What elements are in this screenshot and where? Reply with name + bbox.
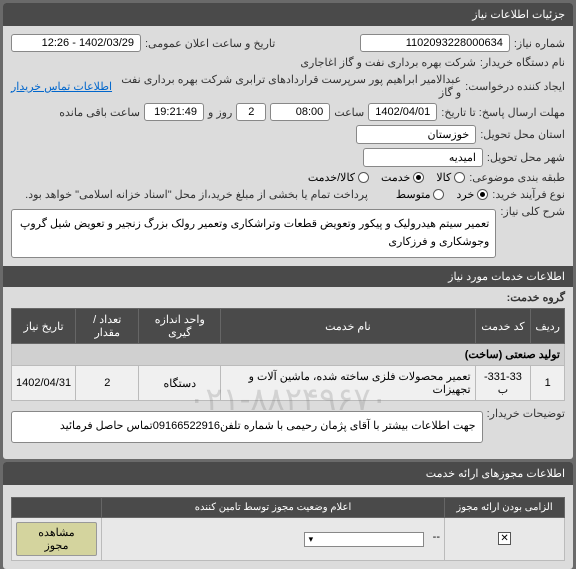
label-category: طبقه بندی موضوعی: — [469, 171, 565, 184]
radio-goods[interactable]: کالا — [436, 171, 465, 184]
row-buyer-org: نام دستگاه خریدار: شرکت بهره برداری نفت … — [11, 56, 565, 69]
table-header-row: ردیف کد خدمت نام خدمت واحد اندازه گیری ت… — [12, 309, 565, 344]
row-province: استان محل تحویل: خوزستان — [11, 125, 565, 144]
cell-name: تعمیر محصولات فلزی ساخته شده، ماشین آلات… — [221, 366, 475, 401]
row-city: شهر محل تحویل: امیدیه — [11, 148, 565, 167]
radio-low[interactable]: خرد — [456, 188, 488, 201]
main-panel-body: شماره نیاز: 1102093228000634 تاریخ و ساع… — [3, 26, 573, 459]
label-remaining: ساعت باقی مانده — [59, 106, 140, 119]
th-code: کد خدمت — [475, 309, 531, 344]
required-checkbox[interactable] — [498, 532, 511, 545]
radio-both-label: کالا/خدمت — [308, 171, 355, 184]
license-action-cell: مشاهده مجوز — [12, 517, 102, 560]
status-dashes: -- — [433, 531, 440, 543]
radio-mid-label: متوسط — [396, 188, 431, 201]
services-header: اطلاعات خدمات مورد نیاز — [3, 266, 573, 287]
value-description: تعمیر سیتم هیدرولیک و پیکور وتعویض قطعات… — [11, 209, 496, 258]
radio-low-input[interactable] — [477, 189, 488, 200]
radio-both[interactable]: کالا/خدمت — [308, 171, 369, 184]
license-panel: اطلاعات مجوزهای ارائه خدمت الزامی بودن ا… — [3, 462, 573, 569]
value-requester: عبدالامیر ابراهیم پور سرپرست قراردادهای … — [116, 73, 461, 99]
license-panel-title: اطلاعات مجوزهای ارائه خدمت — [3, 462, 573, 485]
lth-status: اعلام وضعیت مجوز توسط تامین کننده — [102, 497, 445, 517]
th-idx: ردیف — [531, 309, 565, 344]
label-buyer-org: نام دستگاه خریدار: — [480, 56, 565, 69]
label-desc: شرح کلی نیاز: — [500, 205, 565, 218]
row-need-announce: شماره نیاز: 1102093228000634 تاریخ و ساع… — [11, 34, 565, 52]
radio-service[interactable]: خدمت — [381, 171, 424, 184]
license-table: الزامی بودن ارائه مجوز اعلام وضعیت مجوز … — [11, 497, 565, 561]
th-unit: واحد اندازه گیری — [139, 309, 221, 344]
status-select[interactable] — [304, 532, 424, 547]
row-buyer-notes: توضیحات خریدار: جهت اطلاعات بیشتر با آقا… — [11, 407, 565, 447]
value-deadline-date: 1402/04/01 — [368, 103, 437, 121]
label-requester: ایجاد کننده درخواست: — [465, 80, 565, 93]
table-group-row: تولید صنعتی (ساخت) — [12, 344, 565, 366]
radio-service-input[interactable] — [413, 172, 424, 183]
label-time1: ساعت — [334, 106, 364, 119]
row-description: شرح کلی نیاز: تعمیر سیتم هیدرولیک و پیکو… — [11, 205, 565, 262]
value-deadline-time: 08:00 — [270, 103, 330, 121]
label-announce-time: تاریخ و ساعت اعلان عمومی: — [145, 37, 275, 50]
cell-qty: 2 — [76, 366, 139, 401]
cell-unit: دستگاه — [139, 366, 221, 401]
radio-goods-input[interactable] — [454, 172, 465, 183]
main-panel: جزئیات اطلاعات نیاز شماره نیاز: 11020932… — [3, 3, 573, 459]
table-row: 1 331-33-ب تعمیر محصولات فلزی ساخته شده،… — [12, 366, 565, 401]
radio-mid-input[interactable] — [433, 189, 444, 200]
buytype-radio-group: خرد متوسط — [396, 188, 488, 201]
value-need-no: 1102093228000634 — [360, 34, 510, 52]
category-radio-group: کالا خدمت کالا/خدمت — [308, 171, 465, 184]
value-city: امیدیه — [363, 148, 483, 167]
label-buyer-notes: توضیحات خریدار: — [487, 407, 565, 420]
value-time-left: 19:21:49 — [144, 103, 204, 121]
license-header-row: الزامی بودن ارائه مجوز اعلام وضعیت مجوز … — [12, 497, 565, 517]
license-required-cell — [445, 517, 565, 560]
lth-action — [12, 497, 102, 517]
view-license-button[interactable]: مشاهده مجوز — [16, 522, 97, 556]
value-province: خوزستان — [356, 125, 476, 144]
row-category: طبقه بندی موضوعی: کالا خدمت کالا/خدمت — [11, 171, 565, 184]
services-table: ردیف کد خدمت نام خدمت واحد اندازه گیری ت… — [11, 308, 565, 401]
license-status-cell: -- — [102, 517, 445, 560]
contact-link[interactable]: اطلاعات تماس خریدار — [11, 80, 112, 93]
label-days-and: روز و — [208, 106, 232, 119]
lth-required: الزامی بودن ارائه مجوز — [445, 497, 565, 517]
label-need-no: شماره نیاز: — [514, 37, 565, 50]
label-buytype: نوع فرآیند خرید: — [492, 188, 565, 201]
cell-code: 331-33-ب — [475, 366, 531, 401]
radio-low-label: خرد — [456, 188, 474, 201]
radio-service-label: خدمت — [381, 171, 410, 184]
payment-note: پرداخت تمام یا بخشی از مبلغ خرید،از محل … — [25, 188, 368, 201]
cell-idx: 1 — [531, 366, 565, 401]
license-panel-body: الزامی بودن ارائه مجوز اعلام وضعیت مجوز … — [3, 485, 573, 569]
license-row: -- مشاهده مجوز — [12, 517, 565, 560]
value-announce-time: 1402/03/29 - 12:26 — [11, 34, 141, 52]
row-group: گروه خدمت: — [11, 291, 565, 304]
th-qty: تعداد / مقدار — [76, 309, 139, 344]
row-buytype: نوع فرآیند خرید: خرد متوسط پرداخت تمام ی… — [11, 188, 565, 201]
group-name-cell: تولید صنعتی (ساخت) — [12, 344, 565, 366]
cell-date: 1402/04/31 — [12, 366, 76, 401]
value-buyer-org: شرکت بهره برداری نفت و گاز اغاجاری — [300, 56, 476, 69]
value-days-left: 2 — [236, 103, 266, 121]
radio-goods-label: کالا — [436, 171, 451, 184]
th-date: تاریخ نیاز — [12, 309, 76, 344]
label-deadline: مهلت ارسال پاسخ: تا تاریخ: — [441, 106, 565, 119]
row-requester: ایجاد کننده درخواست: عبدالامیر ابراهیم پ… — [11, 73, 565, 99]
label-group: گروه خدمت: — [507, 291, 565, 304]
label-province: استان محل تحویل: — [480, 128, 565, 141]
row-deadline: مهلت ارسال پاسخ: تا تاریخ: 1402/04/01 سا… — [11, 103, 565, 121]
value-buyer-notes: جهت اطلاعات بیشتر با آقای پژمان رحیمی با… — [11, 411, 483, 443]
main-panel-title: جزئیات اطلاعات نیاز — [3, 3, 573, 26]
th-name: نام خدمت — [221, 309, 475, 344]
label-city: شهر محل تحویل: — [487, 151, 565, 164]
radio-both-input[interactable] — [358, 172, 369, 183]
radio-mid[interactable]: متوسط — [396, 188, 445, 201]
